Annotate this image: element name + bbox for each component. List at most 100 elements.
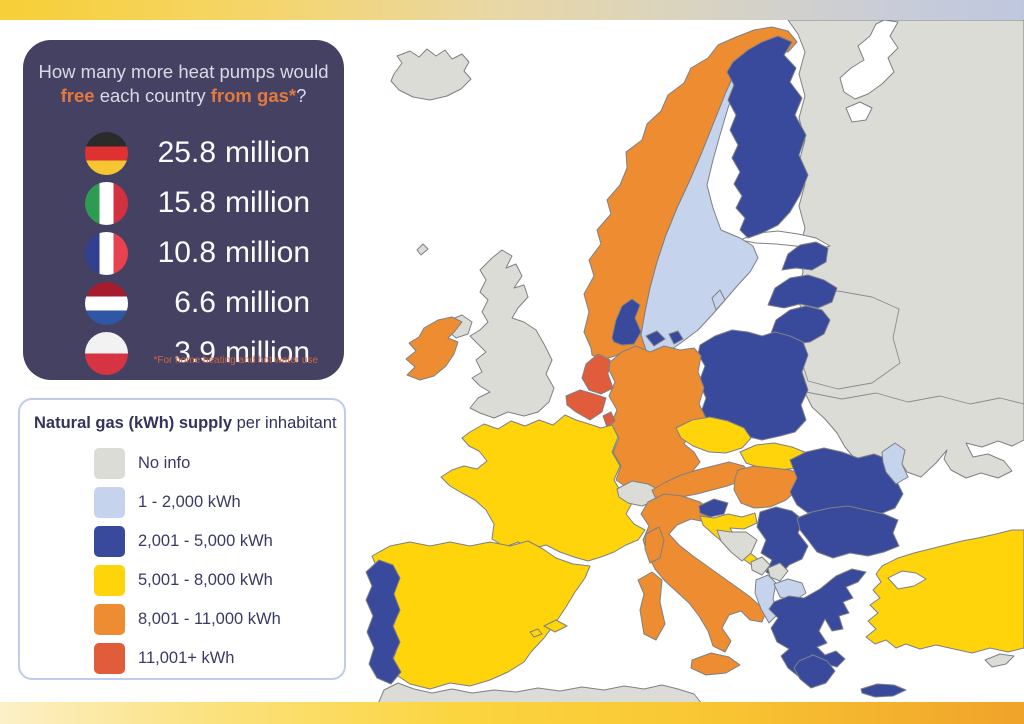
poland-flag-icon [85,331,128,375]
map-island-sicily [690,652,741,676]
map-country-montenegro [750,556,771,576]
legend-title-bold: Natural gas (kWh) supply [34,414,233,432]
map-lake-ladoga [845,101,873,123]
value-unit: million [225,186,311,219]
map-island-funen [645,330,666,347]
value-unit: million [225,286,311,319]
legend-item-band-4: 8,001 - 11,000 kWh [20,600,344,639]
map-island-mallorca [543,619,568,633]
legend-item-band-1: 1 - 2,000 kWh [20,483,344,522]
question-heading: How many more heat pumps would free each… [23,60,344,108]
legend-item-band-2: 2,001 - 5,000 kWh [20,522,344,561]
value-number: 6.6 [174,286,216,319]
top-gradient-bar [0,0,1024,20]
map-island-cyprus [984,653,1015,668]
legend-swatch-band-2 [94,526,125,557]
value-netherlands: 6.6 million [140,286,310,320]
map-region-peloponnese [793,654,836,689]
value-unit: million [225,136,311,169]
map-country-spain [371,540,591,690]
map-island-corsica [644,526,665,564]
value-number: 25.8 [157,136,216,169]
legend-item-band-3: 5,001 - 8,000 kWh [20,561,344,600]
value-poland: 3.9 million [140,336,310,370]
legend-title-rest: per inhabitant [232,414,337,432]
map-island-faroe [416,243,429,256]
map-white-sea [839,19,899,100]
legend-swatch-band-4 [94,604,125,635]
value-number: 10.8 [157,236,216,269]
footnote: *For home heating and hot water use [153,355,318,366]
map-region-kosovo [767,562,789,582]
value-number: 15.8 [157,186,216,219]
legend-label: 11,001+ kWh [138,649,235,667]
map-island-gotland [711,289,726,311]
map-country-uk [469,249,555,419]
legend-swatch-band-1 [94,487,125,518]
map-country-moldova [881,442,909,485]
country-value-list: 25.8 million 15.8 million 10.8 million 6.6 m… [23,128,344,378]
map-country-ireland [405,316,463,381]
map-country-latvia [767,274,838,309]
map-country-hungary [733,465,804,509]
legend-title: Natural gas (kWh) supply per inhabitant [34,414,344,433]
value-germany: 25.8 million [140,136,310,170]
value-number: 3.9 [174,336,216,369]
question-accent-from-gas: from gas* [210,85,297,106]
legend-label: No info [138,454,191,472]
map-border-ukraine [805,391,1024,405]
list-item-netherlands: 6.6 million [23,278,344,328]
france-flag-icon [85,231,128,275]
map-country-france [440,414,646,562]
map-country-sweden [640,59,759,359]
map-country-portugal [365,559,402,685]
question-mark: ? [296,85,307,106]
map-country-italy [640,493,767,653]
bottom-gradient-bar [0,702,1024,724]
value-italy: 15.8 million [140,186,310,220]
legend-item-no-info: No info [20,444,344,483]
map-country-belgium [565,389,607,421]
legend-label: 5,001 - 8,000 kWh [138,571,273,589]
map-island-crete [860,683,907,698]
value-unit: million [225,236,311,269]
map-sea-of-marmara [887,570,927,590]
map-country-netherlands [581,353,614,395]
map-country-slovenia [698,498,729,518]
map-island-sardinia [637,571,666,641]
legend-item-band-5: 11,001+ kWh [20,639,344,678]
list-item-germany: 25.8 million [23,128,344,178]
map-country-bulgaria [796,505,900,559]
germany-flag-icon [85,131,128,175]
legend-label: 2,001 - 5,000 kWh [138,532,273,550]
map-region-north-africa [377,682,703,705]
italy-flag-icon [85,181,128,225]
value-unit: million [225,336,311,369]
netherlands-flag-icon [85,281,128,325]
map-country-romania [789,447,904,515]
map-country-north-macedonia [773,578,807,602]
map-island-zealand [668,330,684,345]
map-island-ibiza [529,628,543,638]
map-country-denmark [611,298,642,346]
map-country-serbia [756,506,809,580]
legend-rows: No info 1 - 2,000 kWh 2,001 - 5,000 kWh … [20,444,344,678]
question-line1: How many more heat pumps would [38,61,329,82]
value-france: 10.8 million [140,236,310,270]
map-country-czechia [675,416,752,454]
map-country-finland [726,35,809,239]
legend-swatch-band-5 [94,643,125,674]
legend-swatch-band-3 [94,565,125,596]
map-country-turkey [865,529,1024,654]
question-middle: each country [94,85,211,106]
list-item-france: 10.8 million [23,228,344,278]
list-item-italy: 15.8 million [23,178,344,228]
map-country-poland [697,329,809,441]
map-country-germany [608,345,707,491]
map-country-greece [768,568,867,677]
map-country-luxembourg [602,411,616,428]
legend-label: 1 - 2,000 kWh [138,493,241,511]
map-country-iceland [390,48,472,101]
legend-label: 8,001 - 11,000 kWh [138,610,281,628]
